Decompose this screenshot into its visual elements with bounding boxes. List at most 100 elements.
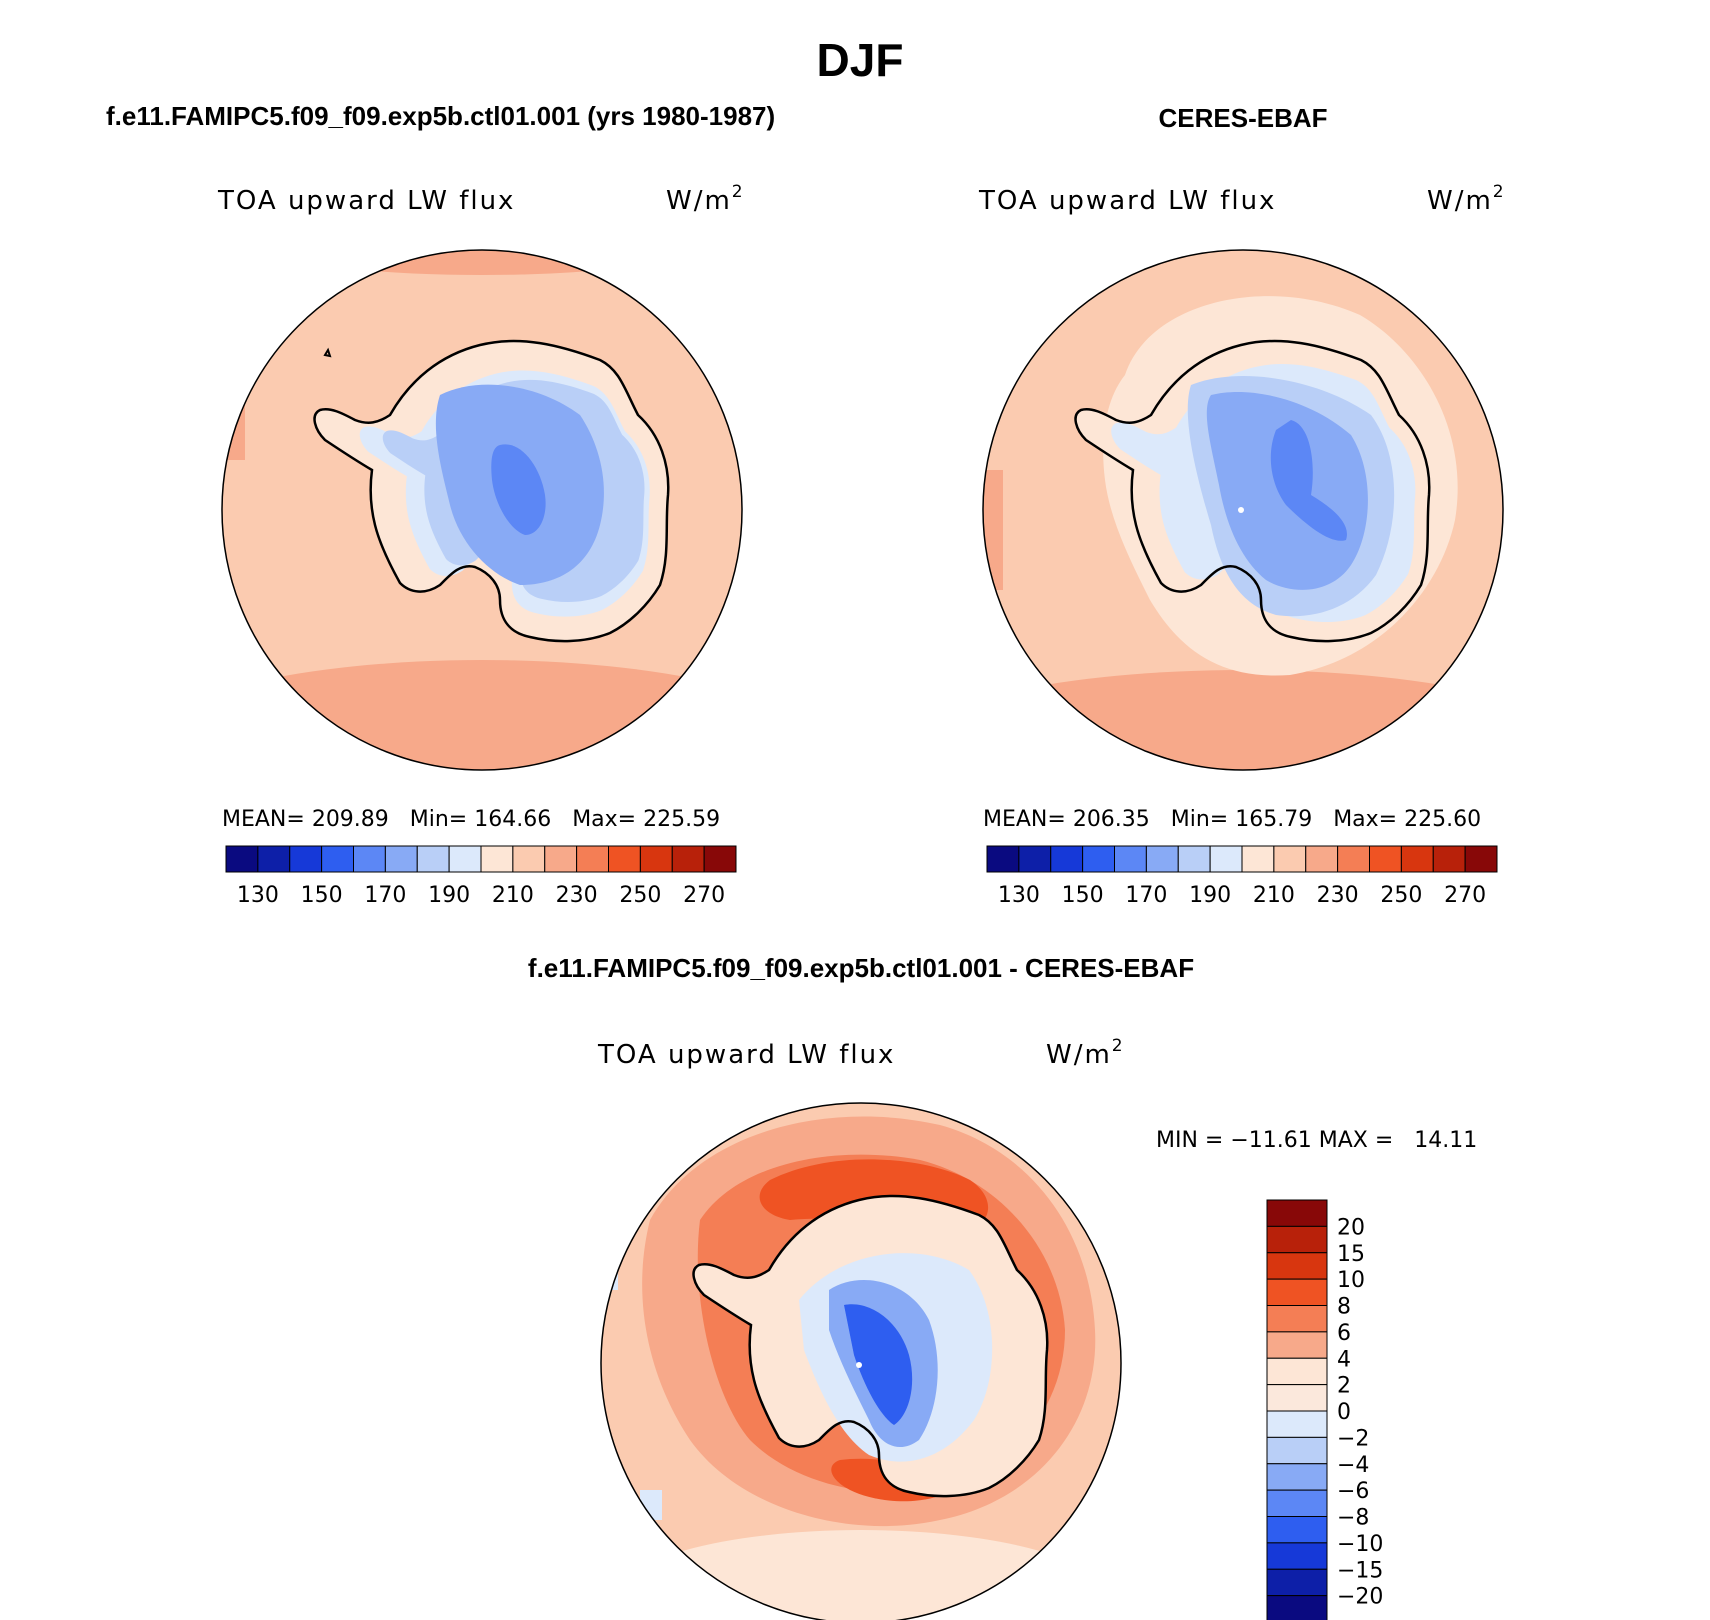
colorbar-left: 130 150 170 190 210 230 250 270 bbox=[225, 845, 737, 908]
colorbar-swatch bbox=[448, 845, 482, 873]
panel-diff-variable: TOA upward LW flux bbox=[597, 1040, 895, 1070]
colorbar-swatch bbox=[1241, 845, 1275, 873]
panel-diff-units: W/m2 bbox=[1046, 1036, 1125, 1070]
colorbar-swatch bbox=[1266, 1595, 1328, 1620]
colorbar-tick-label: 8 bbox=[1337, 1295, 1351, 1320]
colorbar-tick-label: 150 bbox=[1062, 883, 1104, 908]
colorbar-tick-label: −6 bbox=[1337, 1479, 1369, 1504]
colorbar-swatch bbox=[512, 845, 546, 873]
panel-left: f.e11.FAMIPC5.f09_f09.exp5b.ctl01.001 (y… bbox=[106, 101, 775, 908]
colorbar-swatch bbox=[1266, 1278, 1328, 1306]
colorbar-tick-label: 130 bbox=[998, 883, 1040, 908]
colorbar-tick-label: 210 bbox=[1253, 883, 1295, 908]
colorbar-swatch bbox=[986, 845, 1020, 873]
colorbar-right: 130 150 170 190 210 230 250 270 bbox=[986, 845, 1498, 908]
colorbar-tick-label: −4 bbox=[1337, 1453, 1369, 1478]
panel-right-stats: MEAN= 206.35 Min= 165.79 Max= 225.60 bbox=[983, 807, 1481, 832]
colorbar-tick-label: 210 bbox=[492, 883, 534, 908]
colorbar-swatch bbox=[384, 845, 418, 873]
colorbar-swatch bbox=[1145, 845, 1179, 873]
colorbar-swatch bbox=[1369, 845, 1402, 873]
colorbar-swatch bbox=[576, 845, 609, 873]
colorbar-swatch bbox=[1400, 845, 1434, 873]
panel-left-stats: MEAN= 209.89 Min= 164.66 Max= 225.59 bbox=[222, 807, 720, 832]
panel-diff-minmax: MIN = −11.61 MAX = 14.11 bbox=[1156, 1128, 1477, 1153]
colorbar-swatch bbox=[480, 845, 514, 873]
colorbar-swatch bbox=[671, 845, 705, 873]
colorbar-tick-label: 270 bbox=[1444, 883, 1486, 908]
colorbar-swatch bbox=[1209, 845, 1243, 873]
colorbar-tick-label: 15 bbox=[1337, 1242, 1365, 1267]
colorbar-swatch bbox=[639, 845, 673, 873]
colorbar-swatch bbox=[1266, 1225, 1328, 1254]
colorbar-swatch bbox=[1266, 1410, 1328, 1438]
colorbar-tick-label: 150 bbox=[301, 883, 343, 908]
colorbar-swatch bbox=[1266, 1463, 1328, 1491]
colorbar-swatch bbox=[353, 845, 386, 873]
colorbar-tick-label: 270 bbox=[683, 883, 725, 908]
colorbar-tick-label: 230 bbox=[1317, 883, 1359, 908]
colorbar-swatch bbox=[1266, 1357, 1328, 1386]
polar-map-right bbox=[982, 249, 1504, 771]
colorbar-tick-label: 250 bbox=[619, 883, 661, 908]
colorbar-swatch bbox=[1266, 1331, 1328, 1359]
polar-map-diff bbox=[600, 1102, 1122, 1620]
colorbar-swatch bbox=[1273, 845, 1307, 873]
figure-title: DJF bbox=[817, 34, 904, 86]
panel-left-units: W/m2 bbox=[666, 182, 745, 216]
colorbar-swatch bbox=[1305, 845, 1339, 873]
panel-right: CERES-EBAF TOA upward LW flux W/m2 bbox=[978, 103, 1506, 908]
polar-map-left bbox=[221, 249, 743, 771]
colorbar-tick-label: 6 bbox=[1337, 1321, 1351, 1346]
colorbar-tick-label: −20 bbox=[1337, 1585, 1383, 1610]
colorbar-tick-label: 10 bbox=[1337, 1268, 1365, 1293]
colorbar-swatch bbox=[1464, 845, 1498, 873]
colorbar-swatch bbox=[1432, 845, 1466, 873]
panel-diff-case-title: f.e11.FAMIPC5.f09_f09.exp5b.ctl01.001 - … bbox=[528, 953, 1194, 983]
colorbar-swatch bbox=[1266, 1489, 1328, 1517]
colorbar-swatch bbox=[1337, 845, 1370, 873]
colorbar-swatch bbox=[1266, 1516, 1328, 1544]
colorbar-tick-label: 190 bbox=[428, 883, 470, 908]
colorbar-swatch bbox=[257, 845, 291, 873]
colorbar-tick-label: −10 bbox=[1337, 1532, 1383, 1557]
colorbar-tick-label: 130 bbox=[237, 883, 279, 908]
colorbar-swatch bbox=[1266, 1568, 1328, 1597]
panel-right-units: W/m2 bbox=[1427, 182, 1506, 216]
colorbar-swatch bbox=[703, 845, 737, 873]
colorbar-tick-label: 0 bbox=[1337, 1400, 1351, 1425]
colorbar-swatch bbox=[1114, 845, 1147, 873]
colorbar-swatch bbox=[1266, 1542, 1328, 1570]
panel-left-variable: TOA upward LW flux bbox=[217, 186, 515, 216]
colorbar-swatch bbox=[1082, 845, 1115, 873]
colorbar-tick-label: 250 bbox=[1380, 883, 1422, 908]
colorbar-swatch bbox=[225, 845, 259, 873]
panel-right-variable: TOA upward LW flux bbox=[978, 186, 1276, 216]
colorbar-swatch bbox=[544, 845, 578, 873]
colorbar-swatch bbox=[1050, 845, 1084, 873]
panel-right-case-title: CERES-EBAF bbox=[1158, 103, 1327, 133]
colorbar-tick-label: 2 bbox=[1337, 1374, 1351, 1399]
colorbar-swatch bbox=[1266, 1305, 1328, 1333]
colorbar-swatch bbox=[608, 845, 641, 873]
colorbar-swatch bbox=[1018, 845, 1052, 873]
colorbar-tick-label: 170 bbox=[364, 883, 406, 908]
colorbar-tick-label: −15 bbox=[1337, 1558, 1383, 1583]
colorbar-swatch bbox=[1177, 845, 1211, 873]
colorbar-tick-label: −8 bbox=[1337, 1506, 1369, 1531]
panel-left-case-title: f.e11.FAMIPC5.f09_f09.exp5b.ctl01.001 (y… bbox=[106, 101, 775, 131]
colorbar-tick-label: 20 bbox=[1337, 1215, 1365, 1240]
colorbar-swatch bbox=[321, 845, 354, 873]
panel-diff: f.e11.FAMIPC5.f09_f09.exp5b.ctl01.001 - … bbox=[528, 953, 1477, 1620]
colorbar-swatch bbox=[1266, 1252, 1328, 1280]
colorbar-swatch bbox=[1266, 1199, 1328, 1227]
colorbar-tick-label: 4 bbox=[1337, 1347, 1351, 1372]
colorbar-tick-label: −2 bbox=[1337, 1426, 1369, 1451]
colorbar-swatch bbox=[1266, 1384, 1328, 1412]
colorbar-swatch bbox=[289, 845, 323, 873]
colorbar-swatch bbox=[1266, 1436, 1328, 1465]
colorbar-tick-label: 230 bbox=[556, 883, 598, 908]
colorbar-swatch bbox=[416, 845, 450, 873]
